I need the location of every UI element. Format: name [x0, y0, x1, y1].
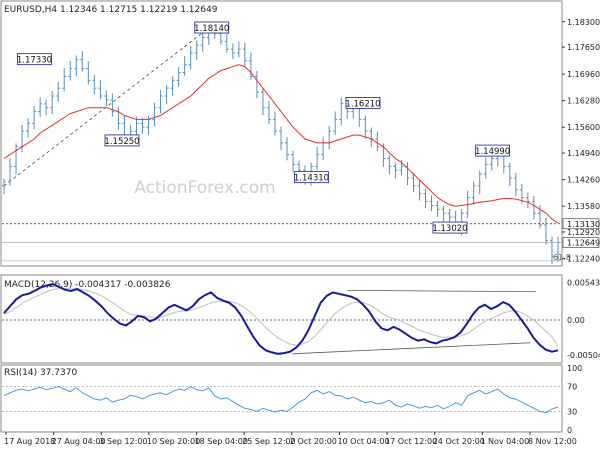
- x-tick-label: 1 Nov 04:00: [480, 437, 529, 446]
- macd-panel-title: MACD(12,26,9) -0.004317 -0.003826: [4, 280, 171, 290]
- price-annotation: 1.13020: [432, 221, 468, 234]
- price-annotation: 1.18140: [194, 21, 230, 34]
- price-y-tick-label: 1.16280: [567, 97, 600, 106]
- annotation-box: [345, 97, 381, 109]
- annotation-box: [294, 171, 329, 184]
- price-y-tick-label: 1.13580: [567, 202, 600, 211]
- price-y-tick-label: 1.12920: [567, 228, 600, 237]
- price-panel-title: EURUSD,H4 1.12346 1.12715 1.12219 1.1264…: [4, 5, 218, 15]
- price-y-tick-label: 1.18300: [567, 18, 600, 27]
- macd-panel-frame: [0, 274, 563, 364]
- level-price-label: 1.13130: [567, 220, 600, 229]
- macd-trendline: [347, 289, 536, 293]
- price-y-tick-label: 1.14940: [567, 149, 600, 158]
- x-tick-label: 8 Nov 12:00: [528, 437, 577, 446]
- x-tick-label: 2 Oct 20:00: [290, 437, 337, 446]
- rsi-layer: [2, 386, 561, 414]
- annotation-text: 1.18140: [194, 24, 229, 34]
- price-layer: 61.8 1.17330 1.18140 1.15250 1.16210 1.14310 1…: [2, 21, 571, 265]
- x-tick-label: 25 Sep 12:00: [242, 437, 295, 446]
- level-price-box: [562, 218, 600, 230]
- rsi-y-tick-label: 30: [567, 407, 577, 416]
- annotation-text: 1.17330: [17, 56, 52, 66]
- annotation-box: [104, 134, 140, 147]
- x-tick-label: 18 Sep 04:00: [195, 437, 248, 446]
- rsi-line: [3, 386, 559, 414]
- price-annotation: 1.16210: [345, 97, 381, 109]
- annotation-box: [194, 21, 230, 34]
- current-price-label: 1.12649: [567, 239, 600, 248]
- rsi-y-tick-label: 70: [567, 383, 577, 392]
- x-tick-label: 27 Aug 04:00: [52, 437, 106, 446]
- macd-line: [3, 283, 559, 355]
- x-tick-label: 3 Sep 12:00: [99, 437, 147, 446]
- uptrend-line: [3, 27, 209, 187]
- x-tick-label: 10 Oct 04:00: [337, 437, 389, 446]
- annotation-box: [475, 144, 511, 157]
- watermark: ActionForex.com: [134, 178, 275, 198]
- annotation-box: [17, 53, 52, 66]
- annotation-text: 1.15250: [104, 137, 139, 147]
- x-tick-label: 10 Sep 20:00: [147, 437, 200, 446]
- macd-y-tick-label: 0.005434: [567, 279, 600, 288]
- annotation-text: 1.16210: [345, 99, 380, 109]
- price-annotation: 1.15250: [104, 134, 140, 147]
- price-annotation: 1.14990: [475, 144, 511, 157]
- macd-signal-line: [3, 287, 559, 347]
- x-tick-label: 17 Aug 2018: [4, 437, 55, 446]
- annotation-box: [432, 221, 468, 234]
- rsi-y-tick-label: 100: [567, 364, 582, 373]
- ema-line: [3, 64, 559, 224]
- axis-layer: 1.18300 1.17650 1.16960 1.16280 1.15600 1.149…: [4, 18, 600, 446]
- price-y-tick-label: 1.16960: [567, 70, 600, 79]
- macd-trendline: [292, 342, 531, 355]
- price-annotation: 1.14310: [294, 171, 329, 184]
- price-panel-frame: [0, 0, 563, 267]
- price-annotation: 1.17330: [17, 53, 52, 66]
- macd-y-tick-label: -0.005046: [567, 351, 600, 360]
- price-y-tick-label: 1.12240: [567, 255, 600, 264]
- rsi-panel-frame: [0, 364, 563, 433]
- annotation-text: 1.13020: [432, 224, 467, 234]
- price-y-tick-label: 1.17650: [567, 43, 600, 52]
- price-y-tick-label: 1.14260: [567, 176, 600, 185]
- rsi-y-tick-label: 0: [567, 426, 572, 435]
- x-tick-label: 24 Oct 20:00: [433, 437, 485, 446]
- rsi-panel-title: RSI(14) 37.7370: [4, 368, 77, 378]
- current-price-box: [562, 237, 600, 248]
- macd-y-tick-label: 0.00: [567, 316, 585, 325]
- price-y-tick-label: 1.15600: [567, 123, 600, 132]
- annotation-text: 1.14990: [475, 147, 510, 157]
- macd-layer: [2, 283, 561, 355]
- fib-label: 61.8: [553, 253, 571, 262]
- x-tick-label: 17 Oct 12:00: [385, 437, 437, 446]
- annotation-text: 1.14310: [294, 174, 329, 184]
